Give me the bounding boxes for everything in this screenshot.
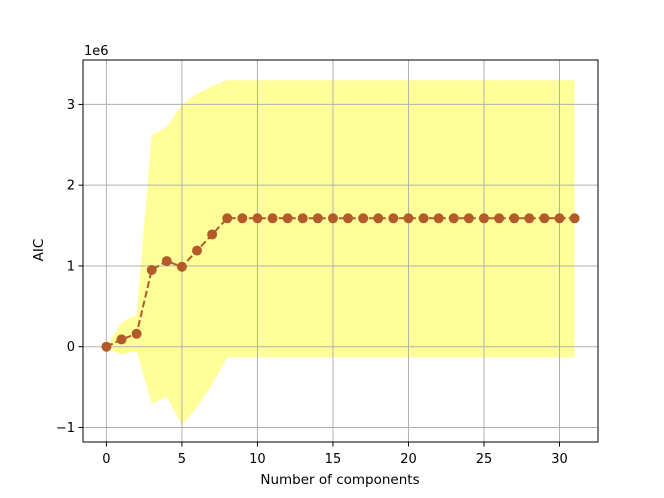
data-point — [207, 229, 218, 240]
data-point — [252, 213, 263, 224]
ticks-layer: 0 5 10 15 20 25 30 −1 0 1 2 3 — [56, 98, 568, 467]
y-offset-label: 1e6 — [84, 44, 109, 59]
data-point — [569, 213, 580, 224]
x-tick-label: 25 — [476, 452, 493, 467]
data-point — [237, 213, 248, 224]
data-point — [388, 213, 399, 224]
data-point — [327, 213, 338, 224]
x-tick-label: 5 — [178, 452, 186, 467]
series-layer — [101, 213, 580, 352]
data-point — [418, 213, 429, 224]
confidence-band-layer — [106, 80, 575, 426]
data-point — [403, 213, 414, 224]
y-axis-label: AIC — [31, 239, 47, 262]
data-point — [554, 213, 565, 224]
data-point — [267, 213, 278, 224]
data-point — [146, 264, 157, 275]
data-point — [494, 213, 505, 224]
data-point — [282, 213, 293, 224]
data-point — [161, 256, 172, 267]
data-point — [373, 213, 384, 224]
data-point — [312, 213, 323, 224]
y-tick-label: −1 — [56, 421, 75, 436]
confidence-band — [106, 80, 575, 426]
data-point — [433, 213, 444, 224]
y-tick-label: 3 — [67, 98, 75, 113]
plot-frame — [82, 59, 599, 443]
x-tick-label: 0 — [102, 452, 110, 467]
y-tick-label: 1 — [67, 259, 75, 274]
data-point — [297, 213, 308, 224]
data-point — [116, 334, 127, 345]
grid-layer — [83, 60, 598, 442]
data-point — [524, 213, 535, 224]
x-tick-label: 15 — [325, 452, 342, 467]
data-point — [448, 213, 459, 224]
x-tick-label: 20 — [400, 452, 417, 467]
data-point — [222, 213, 233, 224]
data-point — [343, 213, 354, 224]
data-point — [131, 328, 142, 339]
data-point — [509, 213, 520, 224]
x-tick-label: 10 — [249, 452, 266, 467]
y-tick-label: 0 — [67, 340, 75, 355]
x-axis-label: Number of components — [260, 472, 419, 488]
data-point — [358, 213, 369, 224]
data-point — [463, 213, 474, 224]
data-point — [539, 213, 550, 224]
data-point — [176, 261, 187, 272]
x-tick-label: 30 — [551, 452, 568, 467]
y-tick-label: 2 — [67, 179, 75, 194]
data-point — [192, 245, 203, 256]
data-point — [101, 341, 112, 352]
data-point — [478, 213, 489, 224]
